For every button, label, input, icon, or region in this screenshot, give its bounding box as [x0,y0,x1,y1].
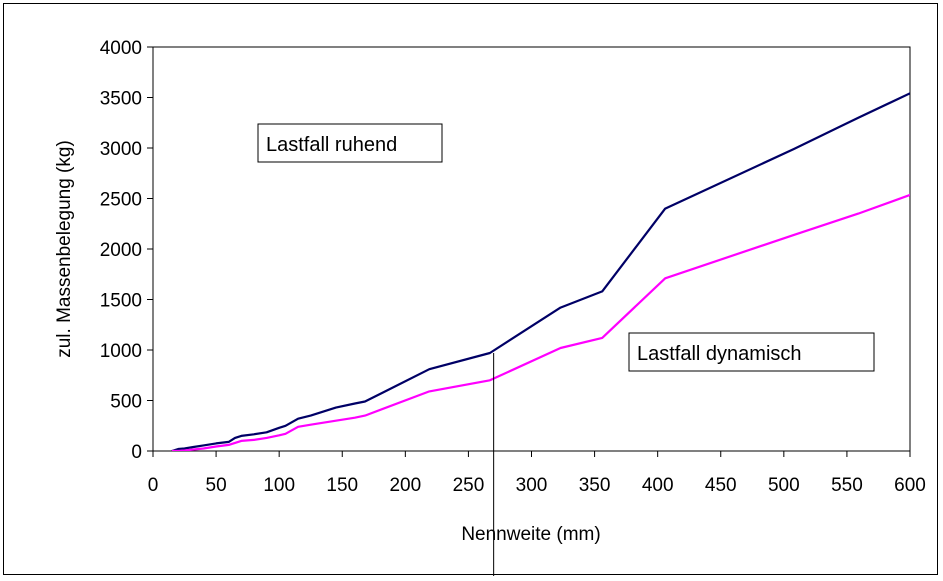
y-tick-label: 0 [131,442,142,463]
x-tick-label: 300 [516,475,548,496]
y-axis-title: zul. Massenbelegung (kg) [54,140,75,358]
y-tick-label: 2000 [100,240,142,261]
x-axis-title: Nennweite (mm) [461,524,600,545]
y-tick-label: 4000 [100,38,142,59]
annotation-ruhend-label: Lastfall ruhend [266,134,397,156]
x-tick-label: 100 [263,475,295,496]
y-axis-ticks: 0 500 1000 1500 2000 2500 3000 3500 4000 [100,38,153,463]
x-axis-ticks: 0 50 100 150 200 250 300 350 400 450 500 550 600 [148,451,926,496]
y-tick-label: 3000 [100,139,142,160]
series-line-0 [171,92,910,451]
x-tick-label: 500 [768,475,800,496]
plot-area [152,46,911,452]
x-tick-label: 50 [206,475,227,496]
annotation-dynamisch: Lastfall dynamisch [628,332,875,372]
annotation-ruhend-box [257,123,443,163]
y-tick-label: 500 [110,392,142,413]
x-tick-label: 200 [389,475,421,496]
annotation-dynamisch-label: Lastfall dynamisch [637,343,802,365]
x-tick-label: 550 [831,475,863,496]
annotation-dynamisch-box [628,332,875,372]
x-tick-label: 250 [453,475,485,496]
x-tick-label: 450 [705,475,737,496]
x-tick-label: 350 [579,475,611,496]
series-line-1 [171,193,910,451]
y-tick-label: 3500 [100,89,142,110]
annotation-ruhend: Lastfall ruhend [257,123,443,163]
y-tick-label: 1500 [100,291,142,312]
series-layer [171,92,910,451]
y-tick-label: 2500 [100,190,142,211]
x-tick-label: 150 [326,475,358,496]
x-tick-label: 400 [642,475,674,496]
x-tick-label: 600 [894,475,926,496]
y-tick-label: 1000 [100,341,142,362]
x-tick-label: 0 [148,475,159,496]
